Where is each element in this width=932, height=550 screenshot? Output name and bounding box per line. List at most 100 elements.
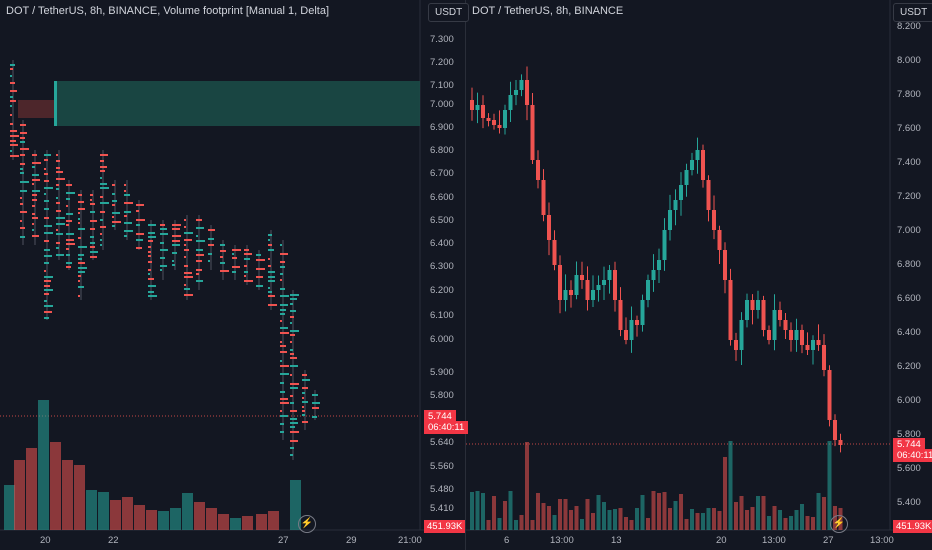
footprint-cell [32,213,35,215]
footprint-cell [268,287,270,289]
footprint-cell [32,229,34,231]
volume-bar [475,491,480,530]
volume-bar [684,519,689,530]
volume-bar [794,510,799,530]
footprint-cell [244,258,250,260]
footprint-cell [66,254,70,256]
volume-bar [745,510,749,530]
candle-body [739,320,744,350]
price-axis-label: 6.800 [897,259,921,270]
footprint-cell [124,211,131,213]
footprint-cell [196,249,203,251]
footprint-cell [10,155,19,157]
left-chart-legend: DOT / TetherUS, 8h, BINANCE, Volume foot… [6,5,330,17]
footprint-cell [172,244,180,246]
footprint-cell [56,254,64,256]
volume-bar [492,496,496,530]
footprint-cell [78,295,80,297]
volume-bar [86,490,97,530]
footprint-cell [302,421,308,423]
volume-bar [772,506,777,530]
footprint-cell [196,280,203,282]
price-axis-label: 7.800 [897,89,921,100]
footprint-cell [290,294,299,296]
right-currency-button[interactable]: USDT [893,3,932,22]
footprint-cell [148,273,150,275]
price-axis-label: 6.000 [430,334,454,345]
footprint-cell [280,295,289,297]
footprint-cell [44,159,48,161]
right-chart-pane[interactable]: DOT / TetherUS, 8h, BINANCE USDT 8.200 8.… [466,0,932,550]
left-chart-pane[interactable]: DOT / TetherUS, 8h, BINANCE, Volume foot… [0,0,470,550]
footprint-cell [44,249,50,251]
volume-bar [569,510,573,530]
candle-body [558,265,562,300]
footprint-cell [244,280,253,282]
footprint-cell [136,204,144,206]
volume-bar [486,520,491,530]
footprint-cell [20,203,23,205]
footprint-cell [280,402,289,404]
volume-bar [673,501,678,530]
left-chart-canvas[interactable] [0,0,465,550]
volume-bar [508,491,513,530]
footprint-cell [32,179,40,181]
volume-bar [519,515,524,530]
footprint-cell [290,440,298,442]
footprint-cell [160,242,164,244]
right-chart-canvas[interactable] [466,0,932,550]
footprint-cell [290,426,295,428]
candle-body [783,320,788,330]
left-currency-button[interactable]: USDT [428,3,470,22]
footprint-cell [256,254,261,256]
price-axis-label: 5.480 [430,484,454,495]
footprint-cell [280,279,282,281]
footprint-cell [280,382,284,384]
footprint-cell [66,233,74,235]
footprint-cell [20,141,25,143]
volume-bar [146,510,157,530]
footprint-cell [184,265,188,267]
footprint-cell [78,218,80,220]
candle-body [486,118,491,121]
candle-body [651,270,656,280]
footprint-cell [10,144,18,146]
footprint-cell [280,345,286,347]
candle-body [789,330,793,340]
footprint-cell [90,228,95,230]
candle-body [591,290,595,300]
volume-bar [651,491,656,530]
left-volume-tag: 451.93K [424,520,466,533]
footprint-cell [232,271,236,273]
lightning-icon[interactable]: ⚡ [298,515,316,533]
footprint-cell [78,254,84,256]
lightning-icon[interactable]: ⚡ [830,515,848,533]
footprint-cell [56,202,60,204]
footprint-cell [184,288,190,290]
candle-body [514,90,518,95]
footprint-cell [10,90,17,92]
footprint-cell [302,379,310,381]
footprint-cell [148,251,151,253]
footprint-cell [196,219,202,221]
footprint-cell [280,341,282,343]
volume-bar [613,509,617,530]
footprint-cell [10,114,12,116]
time-axis-label: 13:00 [870,535,894,546]
volume-bar [789,516,793,530]
volume-bar [602,502,606,530]
candle-body [734,340,738,350]
footprint-cell [220,270,229,272]
volume-bar [574,506,579,530]
footprint-cell [184,249,189,251]
footprint-cell [56,178,65,180]
footprint-cell [268,265,271,267]
candle-body [525,80,529,105]
candle-body [536,160,540,180]
footprint-cell [44,187,53,189]
volume-bar [701,513,705,530]
footprint-cell [290,330,299,332]
footprint-cell [280,332,289,334]
candle-body [723,250,727,280]
footprint-cell [148,232,155,234]
